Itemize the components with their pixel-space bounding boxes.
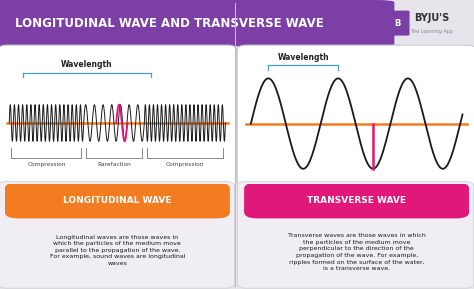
Text: Transverse waves are those waves in which
the particles of the medium move
perpe: Transverse waves are those waves in whic…: [288, 233, 426, 271]
FancyBboxPatch shape: [0, 181, 234, 288]
FancyBboxPatch shape: [237, 181, 474, 288]
Text: Wavelength: Wavelength: [61, 60, 113, 69]
Text: Wavelength: Wavelength: [277, 53, 329, 62]
Text: Compression: Compression: [166, 162, 204, 167]
Text: LONGITUDINAL WAVE: LONGITUDINAL WAVE: [63, 196, 172, 205]
Text: B: B: [394, 18, 401, 28]
Text: TRANSVERSE WAVE: TRANSVERSE WAVE: [307, 196, 406, 205]
Text: The Learning App: The Learning App: [410, 29, 453, 34]
Text: BYJU'S: BYJU'S: [414, 12, 449, 23]
FancyBboxPatch shape: [244, 182, 469, 218]
Text: Rarefaction: Rarefaction: [97, 162, 131, 167]
FancyBboxPatch shape: [0, 45, 237, 186]
FancyBboxPatch shape: [0, 0, 394, 46]
Text: Compression: Compression: [27, 162, 65, 167]
FancyBboxPatch shape: [5, 182, 230, 218]
FancyBboxPatch shape: [385, 11, 410, 36]
FancyBboxPatch shape: [237, 45, 474, 186]
Text: LONGITUDINAL WAVE AND TRANSVERSE WAVE: LONGITUDINAL WAVE AND TRANSVERSE WAVE: [15, 17, 324, 29]
Text: Longitudinal waves are those waves in
which the particles of the medium move
par: Longitudinal waves are those waves in wh…: [50, 234, 185, 266]
